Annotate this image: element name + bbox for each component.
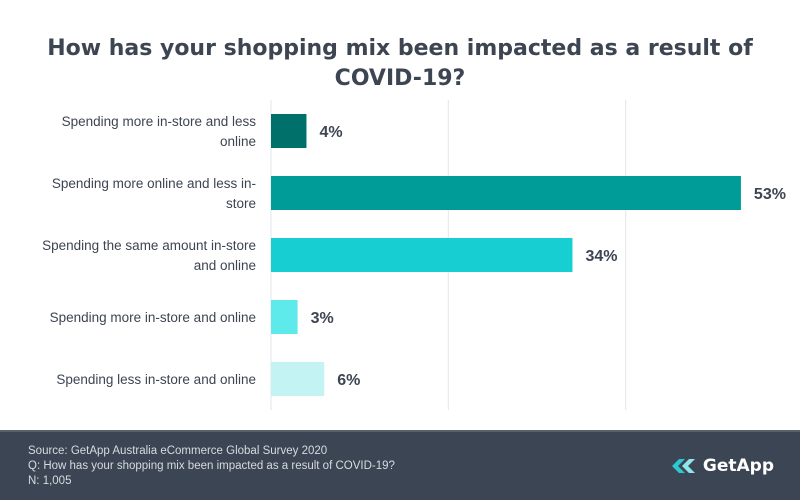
- category-label-1-line-1: store: [226, 196, 256, 211]
- bar-1: [271, 176, 741, 210]
- getapp-chevrons-icon: [671, 459, 695, 473]
- value-label-1: 53%: [754, 186, 786, 203]
- footer-notes: Source: GetApp Australia eCommerce Globa…: [28, 444, 395, 489]
- value-label-4: 6%: [337, 372, 360, 389]
- category-label-2: Spending the same amount in-store and onl…: [42, 238, 256, 273]
- category-label-0-line-0: Spending more in-store and less: [62, 114, 257, 129]
- category-label-2-line-0: Spending the same amount in-store: [42, 238, 256, 253]
- bar-4: [271, 362, 325, 396]
- bars: [271, 114, 741, 396]
- category-label-1: Spending more online and less in-store: [52, 176, 256, 211]
- bar-chart: Spending more in-store and less onlineSpe…: [42, 100, 786, 410]
- category-label-4-line-0: Spending less in-store and online: [56, 372, 256, 387]
- getapp-logo[interactable]: GetApp: [671, 456, 774, 476]
- category-label-2-line-1: and online: [194, 258, 256, 273]
- bar-2: [271, 238, 573, 272]
- category-label-1-line-0: Spending more online and less in-: [52, 176, 256, 191]
- category-labels: Spending more in-store and less onlineSpe…: [42, 114, 256, 387]
- category-label-3-line-0: Spending more in-store and online: [50, 310, 256, 325]
- value-labels: 4% 53% 34% 3% 6%: [311, 124, 786, 389]
- footer: Source: GetApp Australia eCommerce Globa…: [0, 430, 800, 500]
- chart-title: How has your shopping mix been impacted …: [47, 36, 753, 91]
- category-label-3: Spending more in-store and online: [50, 310, 256, 325]
- source-note: Source: GetApp Australia eCommerce Globa…: [28, 445, 328, 457]
- category-label-4: Spending less in-store and online: [56, 372, 256, 387]
- value-label-2: 34%: [585, 248, 617, 265]
- bar-0: [271, 114, 307, 148]
- logo-text: GetApp: [702, 456, 774, 476]
- sample-size-note: N: 1,005: [28, 475, 72, 487]
- question-note: Q: How has your shopping mix been impact…: [28, 460, 395, 472]
- bar-3: [271, 300, 298, 334]
- category-label-0-line-1: online: [220, 134, 256, 149]
- value-label-3: 3%: [311, 310, 334, 327]
- category-label-0: Spending more in-store and less online: [62, 114, 257, 149]
- value-label-0: 4%: [319, 124, 342, 141]
